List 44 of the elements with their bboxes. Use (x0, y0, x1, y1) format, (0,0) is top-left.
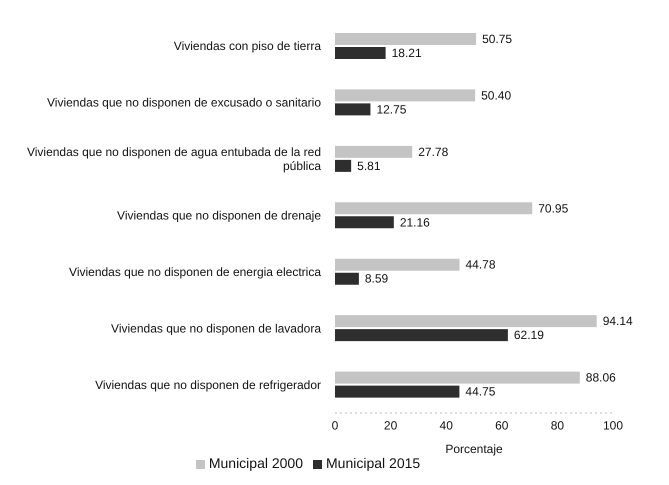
bar (335, 89, 476, 102)
data-label: 62.19 (514, 328, 544, 342)
data-label: 12.75 (376, 102, 407, 116)
x-tick-label: 100 (602, 418, 624, 433)
data-label: 44.78 (465, 258, 496, 272)
data-label: 88.06 (586, 370, 616, 385)
x-axis-title: Porcentaje (445, 442, 504, 456)
data-label: 70.95 (538, 201, 569, 216)
x-tick-label: 80 (550, 418, 564, 433)
y-tick-label: Viviendas que no disponen de agua entubada de la red pública (26, 145, 322, 174)
x-tick-label: 60 (495, 418, 509, 433)
bar (335, 146, 412, 158)
bar (335, 315, 597, 328)
y-tick-label: Viviendas que no disponen de lavadora (111, 321, 322, 336)
data-label: 44.75 (465, 384, 496, 399)
data-label: 21.16 (400, 215, 430, 230)
data-label: 94.14 (602, 314, 634, 328)
data-label: 18.21 (392, 46, 422, 60)
bar (335, 160, 352, 172)
bar (335, 258, 460, 271)
y-tick-label: Viviendas con piso de tierra (174, 39, 322, 54)
data-label: 8.59 (364, 272, 389, 286)
bar (335, 33, 476, 45)
x-tick-label: 20 (384, 418, 398, 433)
data-label: 50.40 (481, 88, 512, 102)
x-tick-label: 40 (440, 418, 454, 433)
data-label: 27.78 (418, 144, 449, 159)
bar (335, 272, 359, 285)
legend-label: Municipal 2000 (208, 455, 303, 471)
bar (335, 202, 532, 214)
bar (335, 47, 386, 59)
bar (335, 103, 370, 116)
bar (335, 329, 508, 342)
bar (335, 386, 460, 398)
y-tick-label: Viviendas que no disponen de refrigerador (95, 378, 322, 392)
data-label: 50.75 (482, 32, 512, 46)
y-tick-label: Viviendas que no disponen de energia electrica (69, 264, 322, 279)
y-tick-label: Viviendas que no disponen de drenaje (117, 208, 322, 222)
x-tick-label: 0 (332, 418, 339, 433)
bar (335, 372, 580, 384)
y-tick-label: Viviendas que no disponen de excusado o sanitario (47, 96, 322, 110)
legend-label: Municipal 2015 (326, 455, 420, 471)
data-label: 5.81 (357, 158, 381, 173)
bar (335, 216, 394, 228)
